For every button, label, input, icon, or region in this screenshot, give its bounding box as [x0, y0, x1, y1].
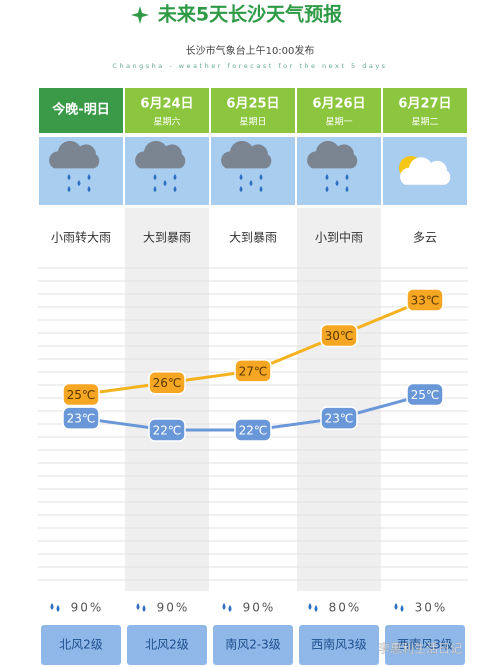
rain-drop	[239, 186, 243, 192]
high-badge	[406, 288, 444, 312]
high-badge	[320, 323, 358, 348]
date-header	[125, 88, 209, 133]
weather: 多云	[413, 231, 437, 245]
weekday: 星期二	[411, 117, 438, 128]
high-label: 26℃	[153, 376, 182, 390]
wind-box	[41, 625, 121, 665]
date: 6月25日	[226, 97, 279, 112]
cloud	[49, 140, 100, 169]
low-label: 22℃	[153, 424, 182, 438]
humidity-icon	[50, 603, 60, 612]
low-label: 23℃	[67, 412, 96, 426]
low-label: 25℃	[411, 388, 440, 402]
weather: 小雨转大雨	[51, 230, 111, 245]
humidity-icon	[394, 603, 404, 612]
rain-drop	[87, 174, 91, 180]
humidity: 90%	[71, 601, 104, 615]
rain-drop	[249, 180, 253, 186]
sparkle	[131, 6, 149, 24]
wind: 南风2-3级	[225, 637, 281, 652]
high-badge	[62, 382, 100, 407]
date: 今晚-明日	[51, 102, 109, 118]
rain-drop	[153, 174, 157, 180]
wind: 北风2级	[59, 638, 103, 652]
cloud	[400, 157, 451, 185]
weather: 小到中雨	[315, 230, 363, 245]
low-badge	[148, 418, 186, 442]
rain-drop	[325, 174, 329, 180]
rain-drop	[77, 180, 81, 186]
humidity-icon	[308, 603, 318, 612]
weekday: 星期一	[325, 117, 352, 128]
cloud	[135, 140, 186, 169]
wind: 西南风3级	[311, 637, 367, 652]
humidity: 90%	[243, 601, 276, 615]
title: 未来5天长沙天气预报	[157, 3, 342, 26]
wind-box	[385, 625, 465, 665]
cloud	[307, 140, 358, 169]
date: 6月26日	[312, 97, 365, 112]
rain-drop	[163, 180, 167, 186]
rain-drop	[67, 174, 71, 180]
humidity: 80%	[329, 601, 362, 615]
rain-drop	[259, 186, 263, 192]
source: 长沙市气象台上午10:00发布	[186, 44, 315, 57]
low-badge	[320, 406, 358, 430]
weather: 大到暴雨	[229, 231, 277, 245]
rain-drop	[173, 186, 177, 192]
rain-drop	[153, 186, 157, 192]
low-badge	[62, 406, 100, 430]
high-badge	[234, 359, 272, 383]
wind-box	[213, 625, 293, 665]
humidity-icon	[136, 603, 146, 612]
rain-drop	[335, 180, 339, 186]
cloud	[221, 140, 272, 169]
date-header	[211, 88, 295, 133]
date-header	[39, 88, 123, 133]
date: 6月24日	[140, 97, 193, 112]
rain-drop	[259, 174, 263, 180]
date-header	[383, 88, 467, 133]
low-label: 22℃	[239, 424, 268, 438]
wind: 北风2级	[145, 638, 189, 652]
weekday: 星期六	[153, 116, 180, 128]
high-label: 30℃	[325, 329, 354, 343]
low-badge	[406, 382, 444, 407]
subtitle: Changsha - weather forecast for the next…	[112, 62, 387, 70]
rain-drop	[67, 186, 71, 192]
column-shade	[125, 208, 209, 591]
rain-drop	[173, 174, 177, 180]
rain-drop	[345, 186, 349, 192]
low-label: 23℃	[325, 412, 354, 426]
date: 6月27日	[398, 97, 451, 112]
rain-drop	[87, 186, 91, 192]
wind-box	[127, 625, 207, 665]
high-label: 27℃	[239, 364, 268, 378]
rain-drop	[325, 186, 329, 192]
humidity-icon	[222, 603, 232, 612]
high-label: 25℃	[67, 388, 96, 402]
rain-drop	[345, 174, 349, 180]
rain-drop	[239, 174, 243, 180]
high-label: 33℃	[411, 294, 440, 308]
weather: 大到暴雨	[143, 231, 191, 245]
low-badge	[234, 418, 272, 442]
high-badge	[148, 370, 186, 395]
watermark: 李惠利生活日记	[378, 641, 462, 656]
date-header	[297, 88, 381, 133]
weekday: 星期日	[239, 117, 266, 128]
column-shade	[297, 208, 381, 591]
humidity: 90%	[157, 601, 190, 615]
wind-box	[299, 625, 379, 665]
wind: 西南风3级	[397, 637, 453, 652]
humidity: 30%	[415, 601, 448, 615]
